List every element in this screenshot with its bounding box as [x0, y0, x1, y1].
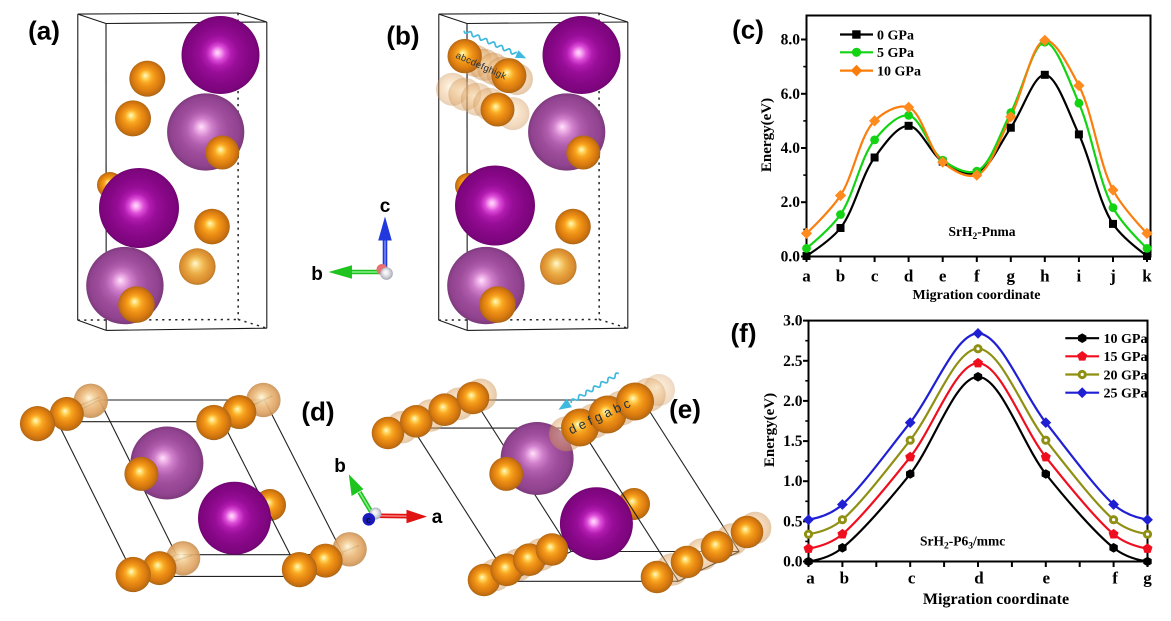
- svg-text:10 GPa: 10 GPa: [877, 64, 921, 79]
- svg-text:0.0: 0.0: [781, 249, 801, 266]
- svg-text:b: b: [311, 264, 323, 285]
- svg-text:0.5: 0.5: [783, 513, 803, 530]
- svg-text:g: g: [1007, 267, 1016, 286]
- svg-text:Migration coordinate: Migration coordinate: [923, 591, 1069, 608]
- svg-text:1.5: 1.5: [783, 433, 803, 450]
- svg-text:20 GPa: 20 GPa: [1104, 368, 1148, 383]
- svg-text:0.0: 0.0: [783, 554, 803, 571]
- svg-text:8.0: 8.0: [781, 32, 801, 49]
- svg-text:d: d: [904, 267, 914, 286]
- svg-text:2.0: 2.0: [781, 194, 801, 211]
- svg-text:i: i: [1077, 267, 1082, 286]
- svg-text:Migration coordinate: Migration coordinate: [913, 288, 1041, 303]
- svg-text:g: g: [1143, 569, 1152, 588]
- svg-text:c: c: [366, 515, 371, 525]
- svg-text:(c): (c): [732, 15, 764, 45]
- svg-text:(d): (d): [301, 397, 334, 427]
- svg-text:e: e: [1043, 569, 1051, 588]
- svg-text:h: h: [1040, 267, 1050, 286]
- svg-text:1.0: 1.0: [783, 473, 803, 490]
- svg-text:0 GPa: 0 GPa: [877, 28, 914, 43]
- svg-text:5 GPa: 5 GPa: [877, 46, 914, 61]
- svg-text:c: c: [871, 267, 879, 286]
- svg-text:25 GPa: 25 GPa: [1104, 387, 1148, 402]
- svg-text:(b): (b): [386, 21, 419, 51]
- svg-text:10 GPa: 10 GPa: [1104, 332, 1148, 347]
- svg-text:b: b: [334, 456, 346, 477]
- svg-text:b: b: [840, 569, 849, 588]
- svg-text:k: k: [1142, 267, 1152, 286]
- svg-text:e: e: [939, 267, 947, 286]
- svg-text:b: b: [836, 267, 845, 286]
- svg-text:15 GPa: 15 GPa: [1104, 350, 1148, 365]
- svg-text:(a): (a): [28, 16, 60, 46]
- svg-text:(f): (f): [731, 318, 757, 348]
- svg-text:2.0: 2.0: [783, 393, 803, 410]
- svg-text:j: j: [1109, 267, 1116, 286]
- svg-text:c: c: [380, 196, 391, 217]
- svg-text:d: d: [974, 569, 984, 588]
- svg-text:3.0: 3.0: [783, 313, 803, 330]
- svg-text:c: c: [908, 569, 916, 588]
- svg-text:a: a: [806, 569, 815, 588]
- svg-text:Energy(eV): Energy(eV): [759, 98, 775, 172]
- svg-text:a: a: [432, 507, 443, 528]
- svg-text:(e): (e): [669, 394, 701, 424]
- svg-text:f: f: [974, 267, 980, 286]
- svg-text:Energy(eV): Energy(eV): [762, 393, 778, 467]
- svg-text:a: a: [802, 267, 811, 286]
- svg-text:2.5: 2.5: [783, 353, 803, 370]
- svg-text:6.0: 6.0: [781, 86, 801, 103]
- svg-text:4.0: 4.0: [781, 140, 801, 157]
- svg-text:f: f: [1112, 569, 1118, 588]
